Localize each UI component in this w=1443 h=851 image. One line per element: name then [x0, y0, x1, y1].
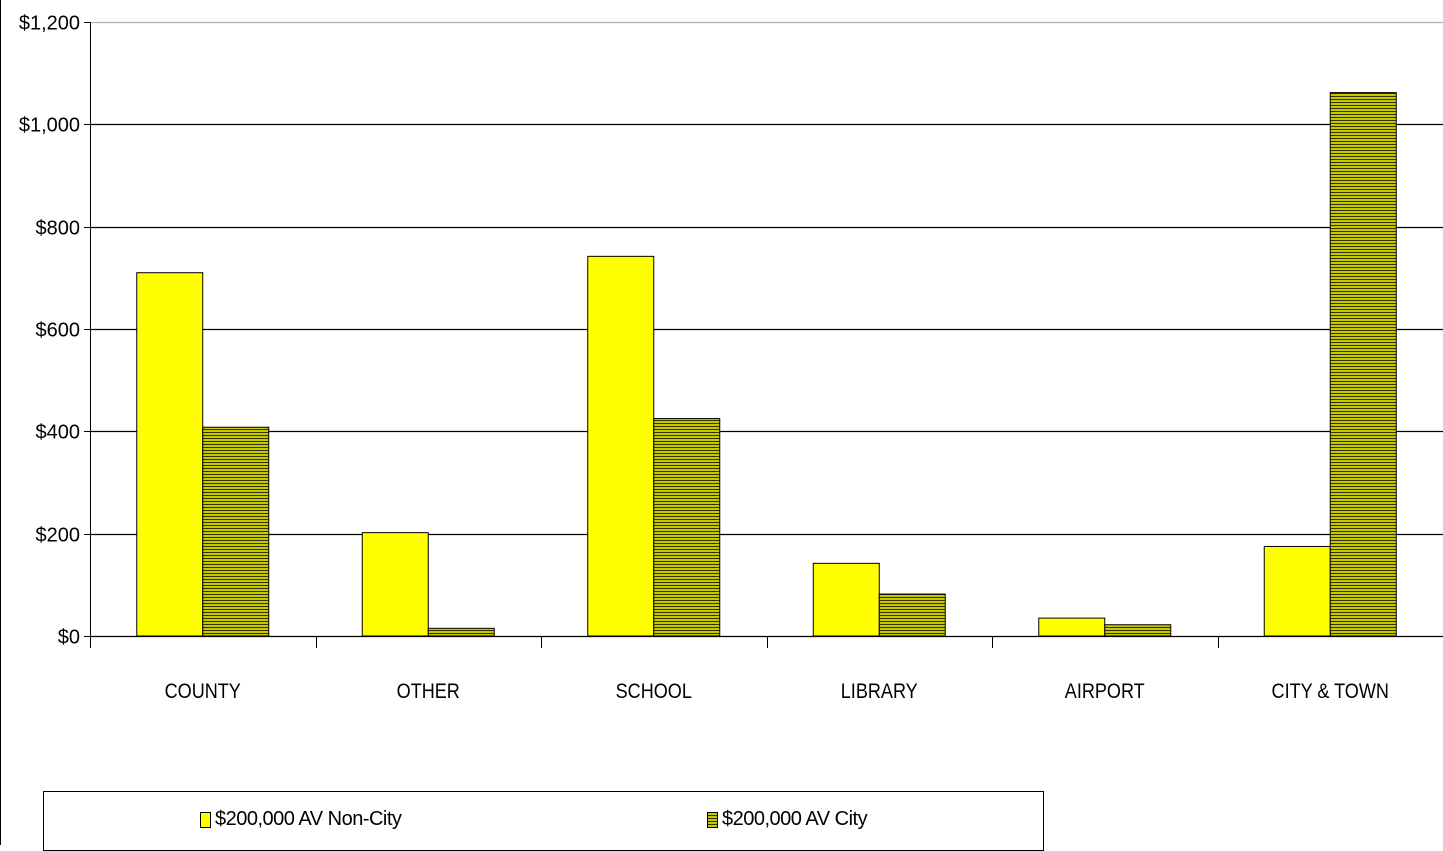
bar-library-non-city: [812, 562, 880, 637]
x-category-label: AIRPORT: [1065, 680, 1145, 704]
y-axis-tick-labels: $0 $200 $400 $600 $800 $1,000 $1,200: [19, 13, 80, 649]
y-tick-label: $1,000: [19, 115, 80, 137]
bar-city-town-city: [1329, 92, 1397, 637]
legend-swatch-city: [707, 811, 718, 828]
y-tick-label: $800: [36, 218, 81, 240]
legend-item-city: $200,000 AV City: [707, 808, 868, 831]
bar-library-city: [878, 593, 946, 637]
x-category-label: SCHOOL: [616, 680, 692, 704]
gridlines: [90, 21, 1443, 536]
x-axis-category-labels: COUNTY OTHER SCHOOL LIBRARY AIRPORT CITY & TO…: [165, 680, 1389, 704]
x-category-label: OTHER: [397, 680, 460, 704]
bar-city-town-non-city: [1263, 545, 1331, 637]
bar-other-city: [427, 627, 495, 637]
legend-label-non-city: $200,000 AV Non-City: [215, 808, 402, 830]
x-category-label: CITY & TOWN: [1272, 680, 1389, 704]
legend-label-city: $200,000 AV City: [722, 808, 868, 830]
bar-county-city: [202, 426, 270, 637]
legend: $200,000 AV Non-City $200,000 AV City: [43, 791, 1044, 851]
y-tick-label: $600: [36, 320, 81, 342]
bar-school-non-city: [587, 255, 655, 637]
x-category-label: LIBRARY: [841, 680, 918, 704]
y-tick-label: $400: [36, 422, 81, 444]
y-tick-label: $200: [36, 525, 81, 547]
bars: [136, 92, 1397, 637]
y-tick-label: $0: [58, 627, 80, 649]
legend-item-non-city: $200,000 AV Non-City: [200, 808, 402, 831]
x-category-label: COUNTY: [165, 680, 241, 704]
legend-swatch-non-city: [200, 811, 211, 828]
bar-other-non-city: [361, 532, 429, 637]
y-tick-label: $1,200: [19, 13, 80, 35]
axes: [84, 22, 1443, 648]
bar-county-non-city: [136, 272, 204, 637]
bar-school-city: [653, 418, 721, 637]
bar-airport-city: [1104, 624, 1172, 637]
bar-airport-non-city: [1038, 617, 1106, 637]
